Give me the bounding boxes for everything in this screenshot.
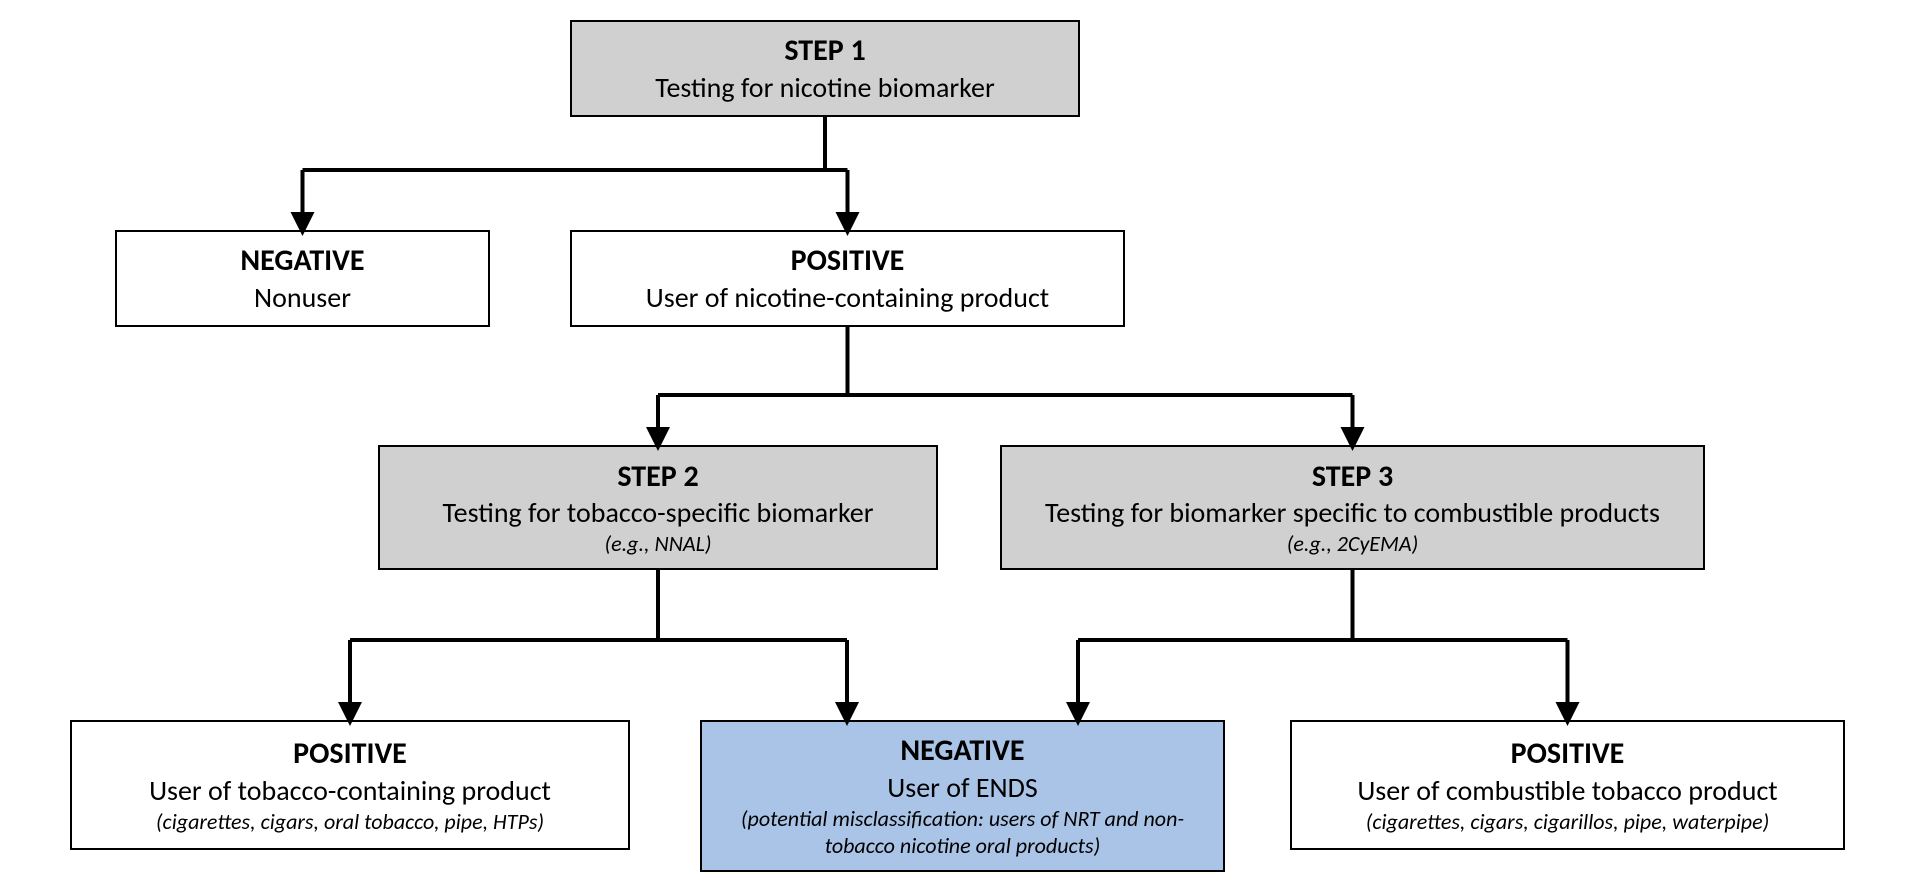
negative-1-sub: Nonuser [254,280,351,315]
positive-2-box: POSITIVE User of tobacco-containing prod… [70,720,630,850]
step3-title: STEP 3 [1312,458,1393,496]
step1-title: STEP 1 [784,32,865,70]
step3-sub: Testing for biomarker specific to combus… [1045,495,1660,530]
negative-23-box: NEGATIVE User of ENDS (potential misclas… [700,720,1225,872]
step1-sub: Testing for nicotine biomarker [655,70,994,105]
step2-title: STEP 2 [617,458,698,496]
positive-1-box: POSITIVE User of nicotine-containing pro… [570,230,1125,327]
step1-box: STEP 1 Testing for nicotine biomarker [570,20,1080,117]
negative-1-box: NEGATIVE Nonuser [115,230,490,327]
step3-note: (e.g., 2CyEMA) [1287,530,1419,558]
positive-2-title: POSITIVE [293,735,407,773]
step2-note: (e.g., NNAL) [604,530,711,558]
positive-2-sub: User of tobacco-containing product [149,773,551,808]
negative-23-sub: User of ENDS [887,770,1037,805]
negative-1-title: NEGATIVE [240,242,364,280]
positive-2-note: (cigarettes, cigars, oral tobacco, pipe,… [156,808,544,836]
step2-box: STEP 2 Testing for tobacco-specific biom… [378,445,938,570]
step3-box: STEP 3 Testing for biomarker specific to… [1000,445,1705,570]
positive-1-title: POSITIVE [791,242,905,280]
positive-3-title: POSITIVE [1511,735,1625,773]
positive-3-sub: User of combustible tobacco product [1357,773,1777,808]
negative-23-note: (potential misclassification: users of N… [718,805,1207,860]
step2-sub: Testing for tobacco-specific biomarker [443,495,874,530]
positive-3-note: (cigarettes, cigars, cigarillos, pipe, w… [1366,808,1770,836]
positive-1-sub: User of nicotine-containing product [646,280,1049,315]
negative-23-title: NEGATIVE [900,732,1024,770]
positive-3-box: POSITIVE User of combustible tobacco pro… [1290,720,1845,850]
